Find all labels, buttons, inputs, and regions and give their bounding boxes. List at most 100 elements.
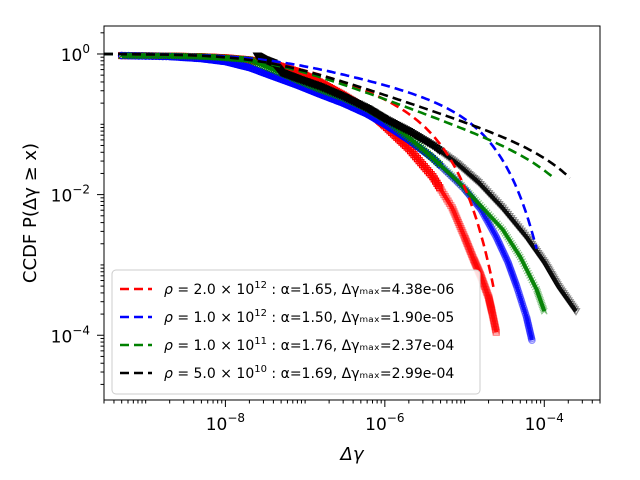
blue-data-point — [490, 229, 498, 237]
black-data-point — [498, 204, 508, 213]
black-data-point — [486, 191, 496, 200]
blue-data-point — [517, 297, 526, 306]
green-data-point — [538, 301, 546, 309]
black-data-point — [544, 267, 554, 276]
red-data-point — [455, 220, 463, 229]
red-data-point — [456, 222, 464, 231]
black-data-point — [510, 219, 520, 228]
black-data-point — [496, 202, 506, 211]
black-data-point — [487, 193, 497, 202]
black-data-point — [541, 262, 551, 271]
black-data-point — [539, 258, 549, 267]
green-data-point — [451, 175, 459, 183]
red-data-point — [458, 227, 466, 235]
blue-data-point — [525, 323, 533, 331]
red-data-point — [486, 298, 494, 306]
red-data-point — [454, 218, 462, 226]
red-data-point — [487, 305, 495, 313]
legend-entry-black: ρ = 5.0 × 1010 : α=1.69, Δγₘₐₓ=2.99e-04 — [120, 364, 454, 382]
red-data-point — [479, 279, 488, 287]
red-data-point — [466, 246, 474, 254]
blue-data-point — [511, 278, 520, 287]
blue-data-point — [494, 236, 502, 245]
black-data-point — [477, 182, 487, 191]
black-data-point — [466, 172, 476, 181]
legend: ρ = 2.0 × 1012 : α=1.65, Δγₘₐₓ=4.38e-06 ρ… — [111, 269, 481, 395]
red-data-point — [485, 295, 493, 303]
red-data-point — [448, 204, 456, 212]
axes: 10−8 10−6 10−4 100 10−2 10−4 Δγ CCDF P(Δγ ≥ x) — [20, 25, 601, 465]
green-data-point — [523, 267, 531, 275]
black-data-point — [545, 269, 555, 278]
blue-data-point — [502, 254, 511, 263]
black-data-point — [516, 227, 526, 236]
blue-data-point — [509, 271, 517, 280]
green-data-point — [485, 211, 493, 218]
legend-entry-red: ρ = 2.0 × 1012 : α=1.65, Δγₘₐₓ=4.38e-06 — [120, 280, 454, 298]
red-data-point — [466, 247, 474, 255]
green-data-point — [509, 241, 517, 249]
legend-entry-green: ρ = 1.0 × 1011 : α=1.76, Δγₘₐₓ=2.37e-04 — [120, 336, 454, 354]
green-data-point — [534, 289, 542, 296]
black-data-point — [475, 180, 485, 189]
green-data-point — [526, 272, 534, 279]
blue-data-point — [506, 265, 515, 273]
blue-data-point — [493, 234, 501, 243]
black-data-point — [482, 188, 492, 197]
black-data-point — [556, 286, 566, 295]
blue-data-point — [524, 320, 532, 328]
black-data-point — [527, 241, 537, 249]
red-data-point — [473, 262, 481, 271]
black-data-point — [511, 221, 521, 230]
black-data-point — [532, 248, 542, 256]
red-data-point — [490, 318, 498, 326]
green-data-point — [537, 298, 545, 306]
red-data-point — [485, 297, 494, 305]
red-data-point — [462, 238, 471, 246]
black-data-point — [571, 308, 581, 316]
red-data-point — [489, 313, 497, 321]
black-data-point — [438, 149, 448, 158]
black-data-point — [489, 195, 499, 204]
black-data-point — [499, 206, 509, 215]
red-data-point — [465, 244, 473, 252]
black-data-point — [561, 293, 571, 302]
green-data-point — [487, 212, 495, 220]
green-data-point — [456, 180, 464, 187]
black-data-point — [433, 146, 443, 154]
red-data-point — [485, 296, 493, 304]
y-tick-label: 100 — [61, 42, 90, 66]
black-data-point — [551, 279, 561, 288]
red-data-point — [472, 260, 480, 268]
red-data-point — [452, 212, 460, 220]
blue-data-point — [507, 266, 515, 275]
blue-data-point — [523, 316, 532, 325]
red-data-point — [492, 327, 500, 335]
blue-data-point — [528, 336, 536, 345]
x-tick-label: 10−4 — [525, 411, 564, 435]
green-data-point — [528, 276, 536, 284]
legend-label: ρ = 5.0 × 1010 : α=1.69, Δγₘₐₓ=2.99e-04 — [164, 364, 454, 382]
green-data-point — [539, 303, 547, 310]
red-data-point — [463, 239, 471, 247]
blue-data-point — [504, 259, 513, 268]
blue-data-point — [486, 223, 495, 231]
red-data-point — [459, 229, 467, 237]
blue-data-point — [514, 288, 523, 297]
legend-entry-blue: ρ = 1.0 × 1012 : α=1.50, Δγₘₐₓ=1.90e-05 — [120, 308, 454, 326]
red-data-point — [488, 306, 496, 314]
black-data-point — [523, 235, 533, 244]
black-data-point — [524, 237, 534, 246]
blue-data-point — [488, 225, 496, 233]
green-data-point — [499, 225, 507, 233]
black-data-point — [506, 215, 516, 223]
blue-data-point — [485, 221, 494, 229]
green-data-point — [536, 295, 544, 303]
blue-data-point — [522, 313, 531, 322]
black-data-point — [436, 148, 446, 157]
red-data-point — [434, 181, 442, 190]
green-data-point — [521, 262, 529, 270]
black-data-point — [458, 165, 468, 174]
